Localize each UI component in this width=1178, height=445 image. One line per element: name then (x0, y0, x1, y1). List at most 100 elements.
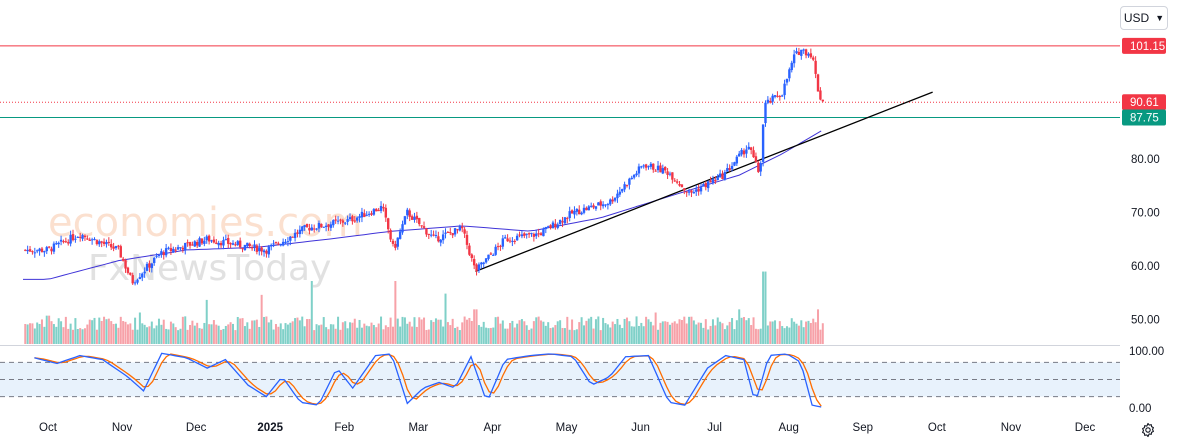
volume-bar (516, 323, 519, 344)
volume-bar (67, 328, 70, 344)
price-level-lines (0, 45, 1120, 119)
candle-body (446, 232, 450, 234)
candle-body (215, 242, 218, 244)
volume-bar (666, 321, 669, 344)
candle-body (453, 228, 457, 235)
volume-bar (430, 320, 433, 344)
candle-body (227, 238, 230, 244)
candle-body (687, 191, 691, 193)
time-axis[interactable]: Oct Nov Dec 2025 Feb Mar Apr May Jun Jul Aug Sep Oct… (39, 422, 1095, 434)
candle-body (819, 90, 822, 100)
candle-body (76, 236, 79, 238)
candle-body (563, 217, 567, 224)
candle-body (776, 95, 779, 97)
candle-body (284, 241, 287, 243)
volume-bar (668, 324, 671, 344)
volume-bar (279, 323, 282, 344)
price-badge-label: 101.15 (1130, 41, 1165, 53)
volume-bar (532, 321, 535, 344)
candle-body (747, 146, 750, 150)
candle-body (353, 220, 356, 222)
volume-bar (313, 330, 316, 344)
volume-bar (93, 317, 96, 344)
candle-body (575, 208, 579, 212)
volume-bar (425, 329, 428, 344)
volume-bar (320, 324, 323, 344)
chevron-down-icon: ▼ (1155, 13, 1165, 23)
candle-body (632, 174, 636, 178)
volume-bar (817, 309, 820, 344)
volume-bar (391, 326, 394, 344)
time-tick-label: Feb (334, 422, 354, 434)
candle-body (769, 100, 772, 103)
volume-bar (155, 325, 158, 344)
price-badge-87.75 (1122, 109, 1166, 126)
volume-bar (341, 322, 344, 344)
candle-body (604, 204, 607, 206)
volume-bar (511, 320, 514, 344)
candle-body (150, 263, 154, 269)
volume-bar (783, 328, 786, 344)
time-tick-label: Oct (928, 422, 947, 434)
volume-bar (334, 328, 337, 344)
candle-body (800, 49, 803, 56)
volume-bar (411, 326, 414, 344)
candle-body (234, 244, 237, 246)
volume-bar (296, 317, 299, 344)
chart-settings-button[interactable] (1138, 420, 1158, 440)
candle-body (107, 241, 111, 243)
candle-body (387, 218, 390, 230)
candle-body (55, 243, 58, 245)
candle-body (88, 239, 91, 241)
volume-bar (403, 317, 406, 344)
candle-body (24, 249, 27, 251)
candle-body (802, 49, 805, 51)
volume-bar (451, 318, 454, 344)
candle-body (334, 219, 337, 221)
candle-body (355, 217, 359, 221)
candle-body (406, 209, 409, 216)
candle-body (759, 163, 762, 172)
candle-body (322, 226, 325, 228)
candle-body (506, 238, 509, 242)
volume-bar (774, 320, 777, 344)
candle-body (95, 240, 99, 245)
volume-bar (499, 323, 502, 344)
volume-bar (327, 329, 330, 344)
trendline[interactable] (475, 91, 933, 272)
volume-bar (525, 325, 528, 344)
candle-body (594, 206, 598, 209)
candle-body (558, 219, 562, 225)
volume-bar (506, 328, 509, 344)
volume-bar (432, 321, 435, 344)
volume-bar (649, 321, 652, 344)
volume-bar (131, 329, 134, 344)
volume-bar (134, 317, 137, 344)
volume-bar (482, 321, 485, 344)
price-axis[interactable]: 80.00 70.00 60.00 50.00 (1131, 154, 1160, 327)
candle-body (308, 227, 311, 231)
candle-body (301, 226, 304, 232)
candle-body (723, 172, 727, 180)
volume-bar (812, 318, 815, 344)
candle-body (281, 241, 285, 246)
volume-bar (200, 328, 203, 344)
volume-bar (442, 326, 445, 344)
candle-body (267, 246, 271, 255)
candle-body (530, 232, 533, 234)
currency-selector[interactable]: USD ▼ (1120, 6, 1168, 30)
candle-body (408, 210, 411, 217)
volume-bar (776, 328, 779, 344)
volume-bar (578, 322, 581, 344)
volume-bar (733, 329, 736, 344)
candle-body (656, 165, 660, 171)
volume-bar (57, 318, 60, 344)
volume-bar (535, 317, 538, 344)
volume-bar (802, 327, 805, 344)
volume-bar (657, 329, 660, 344)
volume-bar (497, 316, 500, 344)
volume-bar (43, 326, 46, 344)
price-badge-label: 87.75 (1130, 113, 1159, 125)
volume-bar (358, 319, 361, 344)
